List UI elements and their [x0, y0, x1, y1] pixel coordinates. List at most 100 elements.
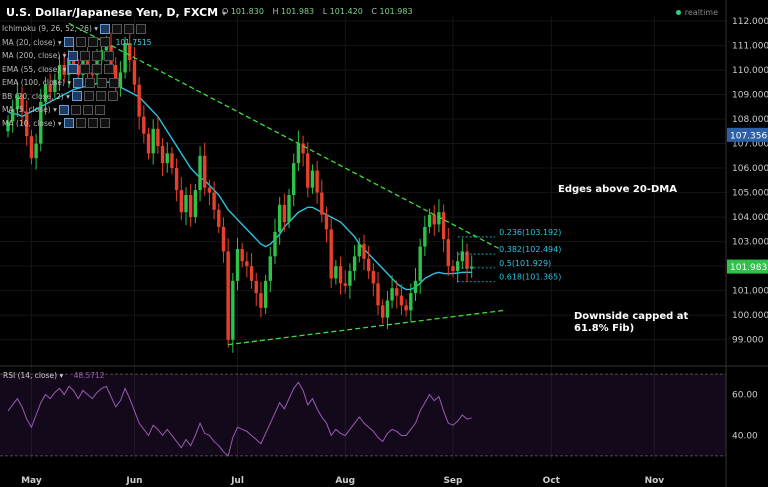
- candle: [329, 218, 333, 288]
- visibility-icon[interactable]: [73, 77, 84, 88]
- trendline-resistance: [68, 22, 501, 250]
- candle: [249, 253, 254, 289]
- study-control-icon[interactable]: [87, 118, 98, 129]
- candle: [142, 105, 146, 144]
- study-label: BB (20, close, 2) ▾: [2, 91, 70, 101]
- study-control-icon[interactable]: [80, 64, 91, 75]
- visibility-icon[interactable]: [100, 23, 111, 34]
- study-control-icon[interactable]: [99, 118, 110, 129]
- candle: [123, 36, 127, 79]
- study-row[interactable]: MA (200, close) ▾: [2, 49, 151, 63]
- study-control-icon[interactable]: [109, 77, 120, 88]
- study-control-icon[interactable]: [124, 23, 135, 34]
- study-control-icon[interactable]: [112, 23, 123, 34]
- chart-header: U.S. Dollar/Japanese Yen, D, FXCM ▾ O 10…: [0, 0, 768, 24]
- candle: [221, 217, 226, 263]
- time-tick-label: Oct: [543, 476, 561, 486]
- candle: [310, 164, 315, 194]
- study-row[interactable]: EMA (55, close) ▾: [2, 63, 151, 77]
- candle: [48, 73, 52, 102]
- candle: [15, 81, 20, 118]
- candle-body: [292, 163, 296, 196]
- candle-body: [315, 170, 319, 193]
- study-label: EMA (100, close) ▾: [2, 78, 72, 87]
- candle-body: [254, 280, 258, 294]
- candle: [193, 184, 198, 224]
- rsi-path: [7, 381, 472, 457]
- candle: [338, 256, 343, 295]
- study-row[interactable]: EMA (100, close) ▾: [2, 76, 151, 90]
- candle-body: [104, 45, 109, 51]
- candle: [343, 270, 347, 294]
- study-control-icon[interactable]: [136, 23, 147, 34]
- study-control-icon[interactable]: [107, 91, 118, 102]
- study-control-icon[interactable]: [83, 91, 94, 102]
- study-row[interactable]: Ichimoku (9, 26, 52, 26) ▾: [2, 22, 151, 36]
- study-control-icon[interactable]: [87, 37, 98, 48]
- candle: [418, 238, 422, 294]
- study-control-icon[interactable]: [94, 104, 105, 115]
- study-control-icon[interactable]: [95, 91, 106, 102]
- price-tick-label: 110.000: [732, 66, 768, 76]
- candle-body: [329, 229, 333, 279]
- last-price-tag: [727, 259, 768, 274]
- study-control-icon[interactable]: [80, 50, 91, 61]
- candle-body: [151, 128, 155, 154]
- study-control-icon[interactable]: [75, 118, 86, 129]
- candle: [399, 284, 404, 315]
- visibility-icon[interactable]: [63, 118, 74, 129]
- candle-body: [170, 153, 174, 169]
- study-row[interactable]: MA (10, close) ▾: [2, 117, 151, 131]
- candle-body: [423, 226, 427, 247]
- candle: [128, 33, 132, 72]
- candle: [409, 283, 413, 322]
- visibility-icon[interactable]: [71, 91, 82, 102]
- study-control-icon[interactable]: [104, 50, 115, 61]
- study-row[interactable]: BB (20, close, 2) ▾: [2, 90, 151, 104]
- price-tick-label: 101.000: [732, 287, 768, 297]
- visibility-icon[interactable]: [58, 104, 69, 115]
- candle: [376, 272, 380, 315]
- candle-body: [320, 192, 324, 215]
- candle-body: [390, 288, 394, 301]
- study-control-icon[interactable]: [104, 64, 115, 75]
- study-control-icon[interactable]: [70, 104, 81, 115]
- study-control-icon[interactable]: [82, 104, 93, 115]
- study-control-icon[interactable]: [97, 77, 108, 88]
- candle-body: [34, 143, 38, 159]
- study-control-icon[interactable]: [99, 37, 110, 48]
- candle: [423, 215, 427, 257]
- candle-body: [188, 195, 193, 218]
- candle-body: [277, 204, 282, 232]
- candle: [25, 100, 29, 146]
- candle: [268, 246, 272, 293]
- price-tick-label: 109.000: [732, 90, 768, 100]
- study-label: MA (10, close) ▾: [2, 118, 62, 128]
- candle: [39, 88, 43, 152]
- candle: [43, 76, 48, 115]
- visibility-icon[interactable]: [63, 37, 74, 48]
- candle: [20, 86, 24, 125]
- study-control-icon[interactable]: [92, 64, 103, 75]
- study-row[interactable]: MA (20, close) ▾ 101.7515: [2, 36, 151, 50]
- visibility-icon[interactable]: [68, 50, 79, 61]
- rsi-label[interactable]: RSI (14, close) ▾ 48.5712: [3, 371, 105, 380]
- study-control-icon[interactable]: [75, 37, 86, 48]
- candle-body: [282, 204, 287, 223]
- candle-body: [39, 101, 43, 144]
- candle-body: [441, 212, 446, 240]
- price-tick-label: 108.000: [732, 115, 768, 125]
- candle-body: [207, 187, 212, 193]
- candle: [160, 138, 165, 177]
- candle: [404, 299, 408, 317]
- candle: [465, 243, 469, 282]
- study-control-icon[interactable]: [92, 50, 103, 61]
- candle: [263, 274, 268, 314]
- candle-body: [20, 94, 24, 112]
- candle-body: [231, 280, 235, 340]
- study-row[interactable]: MA (5, close) ▾: [2, 103, 151, 117]
- visibility-icon[interactable]: [68, 64, 79, 75]
- annotation-dma: Edges above 20-DMA: [558, 184, 677, 195]
- symbol-title[interactable]: U.S. Dollar/Japanese Yen, D, FXCM ▾: [6, 6, 226, 19]
- study-control-icon[interactable]: [85, 77, 96, 88]
